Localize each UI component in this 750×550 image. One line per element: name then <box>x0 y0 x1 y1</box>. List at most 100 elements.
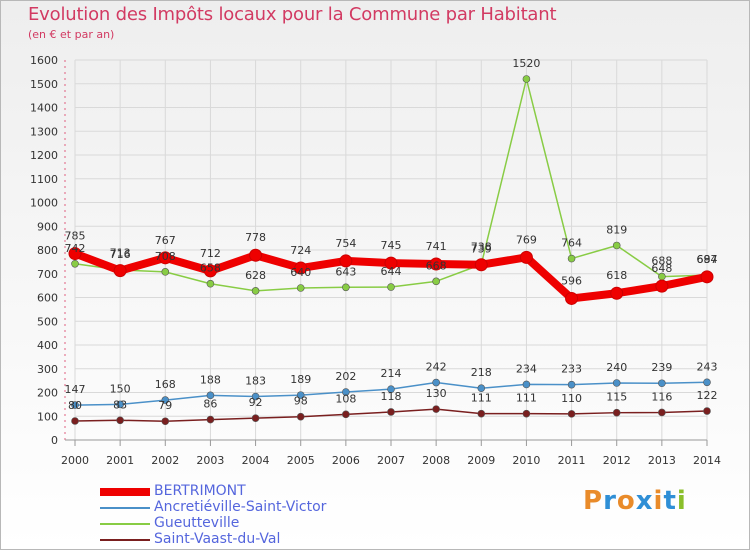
x-tick-label: 2000 <box>61 454 89 467</box>
data-point-2 <box>522 75 531 83</box>
y-tick-label: 1600 <box>30 54 58 67</box>
data-label: 640 <box>290 266 311 279</box>
x-tick-label: 2011 <box>558 454 586 467</box>
data-point-3 <box>206 415 215 424</box>
data-point-3 <box>342 410 350 419</box>
data-label: 764 <box>561 237 582 250</box>
data-point-0 <box>158 251 172 265</box>
data-label: 79 <box>158 399 172 412</box>
data-label: 83 <box>113 398 127 411</box>
y-tick-label: 1200 <box>30 149 58 162</box>
data-point-2 <box>432 277 440 286</box>
data-label: 769 <box>516 233 537 246</box>
data-label: 754 <box>335 237 356 250</box>
data-label: 785 <box>65 230 86 243</box>
y-tick-label: 900 <box>37 220 58 233</box>
data-point-2 <box>296 284 305 292</box>
data-point-0 <box>429 257 443 271</box>
data-point-3 <box>116 416 124 425</box>
data-label: 188 <box>200 373 221 386</box>
y-tick-label: 1300 <box>30 125 58 138</box>
x-tick-label: 2013 <box>648 454 676 467</box>
data-point-0 <box>474 258 488 272</box>
legend-label: BERTRIMONT <box>154 483 246 499</box>
data-label: 234 <box>516 362 537 375</box>
y-tick-label: 300 <box>37 363 58 376</box>
data-point-3 <box>567 410 576 418</box>
data-point-1 <box>387 385 395 393</box>
data-point-1 <box>658 379 666 388</box>
data-label: 242 <box>426 361 447 374</box>
data-point-3 <box>703 407 711 415</box>
data-label: 658 <box>200 262 221 275</box>
y-tick-label: 400 <box>37 339 58 352</box>
legend-swatch <box>100 507 150 509</box>
data-point-2 <box>387 283 395 291</box>
data-point-1 <box>161 396 170 404</box>
data-point-1 <box>522 380 531 389</box>
data-point-0 <box>113 264 127 278</box>
x-tick-label: 2010 <box>512 454 540 467</box>
data-point-3 <box>387 408 395 416</box>
data-label: 115 <box>606 391 627 404</box>
x-tick-label: 2012 <box>603 454 631 467</box>
x-tick-label: 2008 <box>422 454 450 467</box>
data-label: 130 <box>426 387 447 400</box>
data-label: 712 <box>200 247 221 260</box>
x-tick-label: 2001 <box>106 454 134 467</box>
data-label: 240 <box>606 361 627 374</box>
x-tick-label: 2004 <box>242 454 270 467</box>
data-point-1 <box>342 388 350 396</box>
y-tick-label: 600 <box>37 292 58 305</box>
data-point-1 <box>567 380 576 389</box>
data-point-0 <box>203 264 217 278</box>
data-label: 778 <box>245 231 266 244</box>
data-point-0 <box>249 248 263 262</box>
data-point-3 <box>477 409 486 418</box>
y-tick-label: 800 <box>37 244 58 257</box>
data-point-1 <box>432 378 440 387</box>
data-point-0 <box>68 247 82 261</box>
logo-letter: r <box>603 486 617 516</box>
data-point-3 <box>612 408 621 417</box>
data-point-1 <box>477 384 486 393</box>
data-point-0 <box>565 291 579 305</box>
data-label: 111 <box>516 392 537 405</box>
x-tick-label: 2014 <box>693 454 721 467</box>
y-tick-label: 0 <box>51 434 58 447</box>
data-label: 92 <box>249 396 263 409</box>
data-point-2 <box>71 259 79 268</box>
data-point-0 <box>700 270 714 284</box>
data-label: 108 <box>335 392 356 405</box>
data-label: 150 <box>110 382 131 395</box>
data-label: 111 <box>471 392 492 405</box>
data-label: 202 <box>335 370 356 383</box>
data-point-3 <box>251 414 260 422</box>
data-point-3 <box>658 408 666 417</box>
data-point-2 <box>612 241 621 250</box>
data-label: 147 <box>65 383 86 396</box>
data-label: 86 <box>203 398 217 411</box>
logo-letter: i <box>676 486 687 516</box>
data-label: 694 <box>697 253 718 266</box>
legend-label: Ancretiéville-Saint-Victor <box>154 499 327 515</box>
data-label: 628 <box>245 269 266 282</box>
data-label: 648 <box>651 262 672 275</box>
logo-letter: o <box>616 486 636 516</box>
legend-swatch <box>100 488 150 496</box>
data-label: 214 <box>381 367 402 380</box>
data-label: 767 <box>155 234 176 247</box>
x-tick-label: 2005 <box>287 454 315 467</box>
data-point-2 <box>206 279 215 288</box>
data-label: 742 <box>65 242 86 255</box>
data-label: 745 <box>381 239 402 252</box>
data-point-0 <box>339 254 353 268</box>
y-tick-label: 200 <box>37 387 58 400</box>
logo-letter: i <box>653 486 664 516</box>
data-label: 668 <box>426 259 447 272</box>
data-label: 738 <box>471 241 492 254</box>
data-label: 239 <box>651 361 672 374</box>
data-label: 1520 <box>512 57 540 70</box>
data-point-0 <box>519 250 533 264</box>
data-label: 122 <box>697 389 718 402</box>
